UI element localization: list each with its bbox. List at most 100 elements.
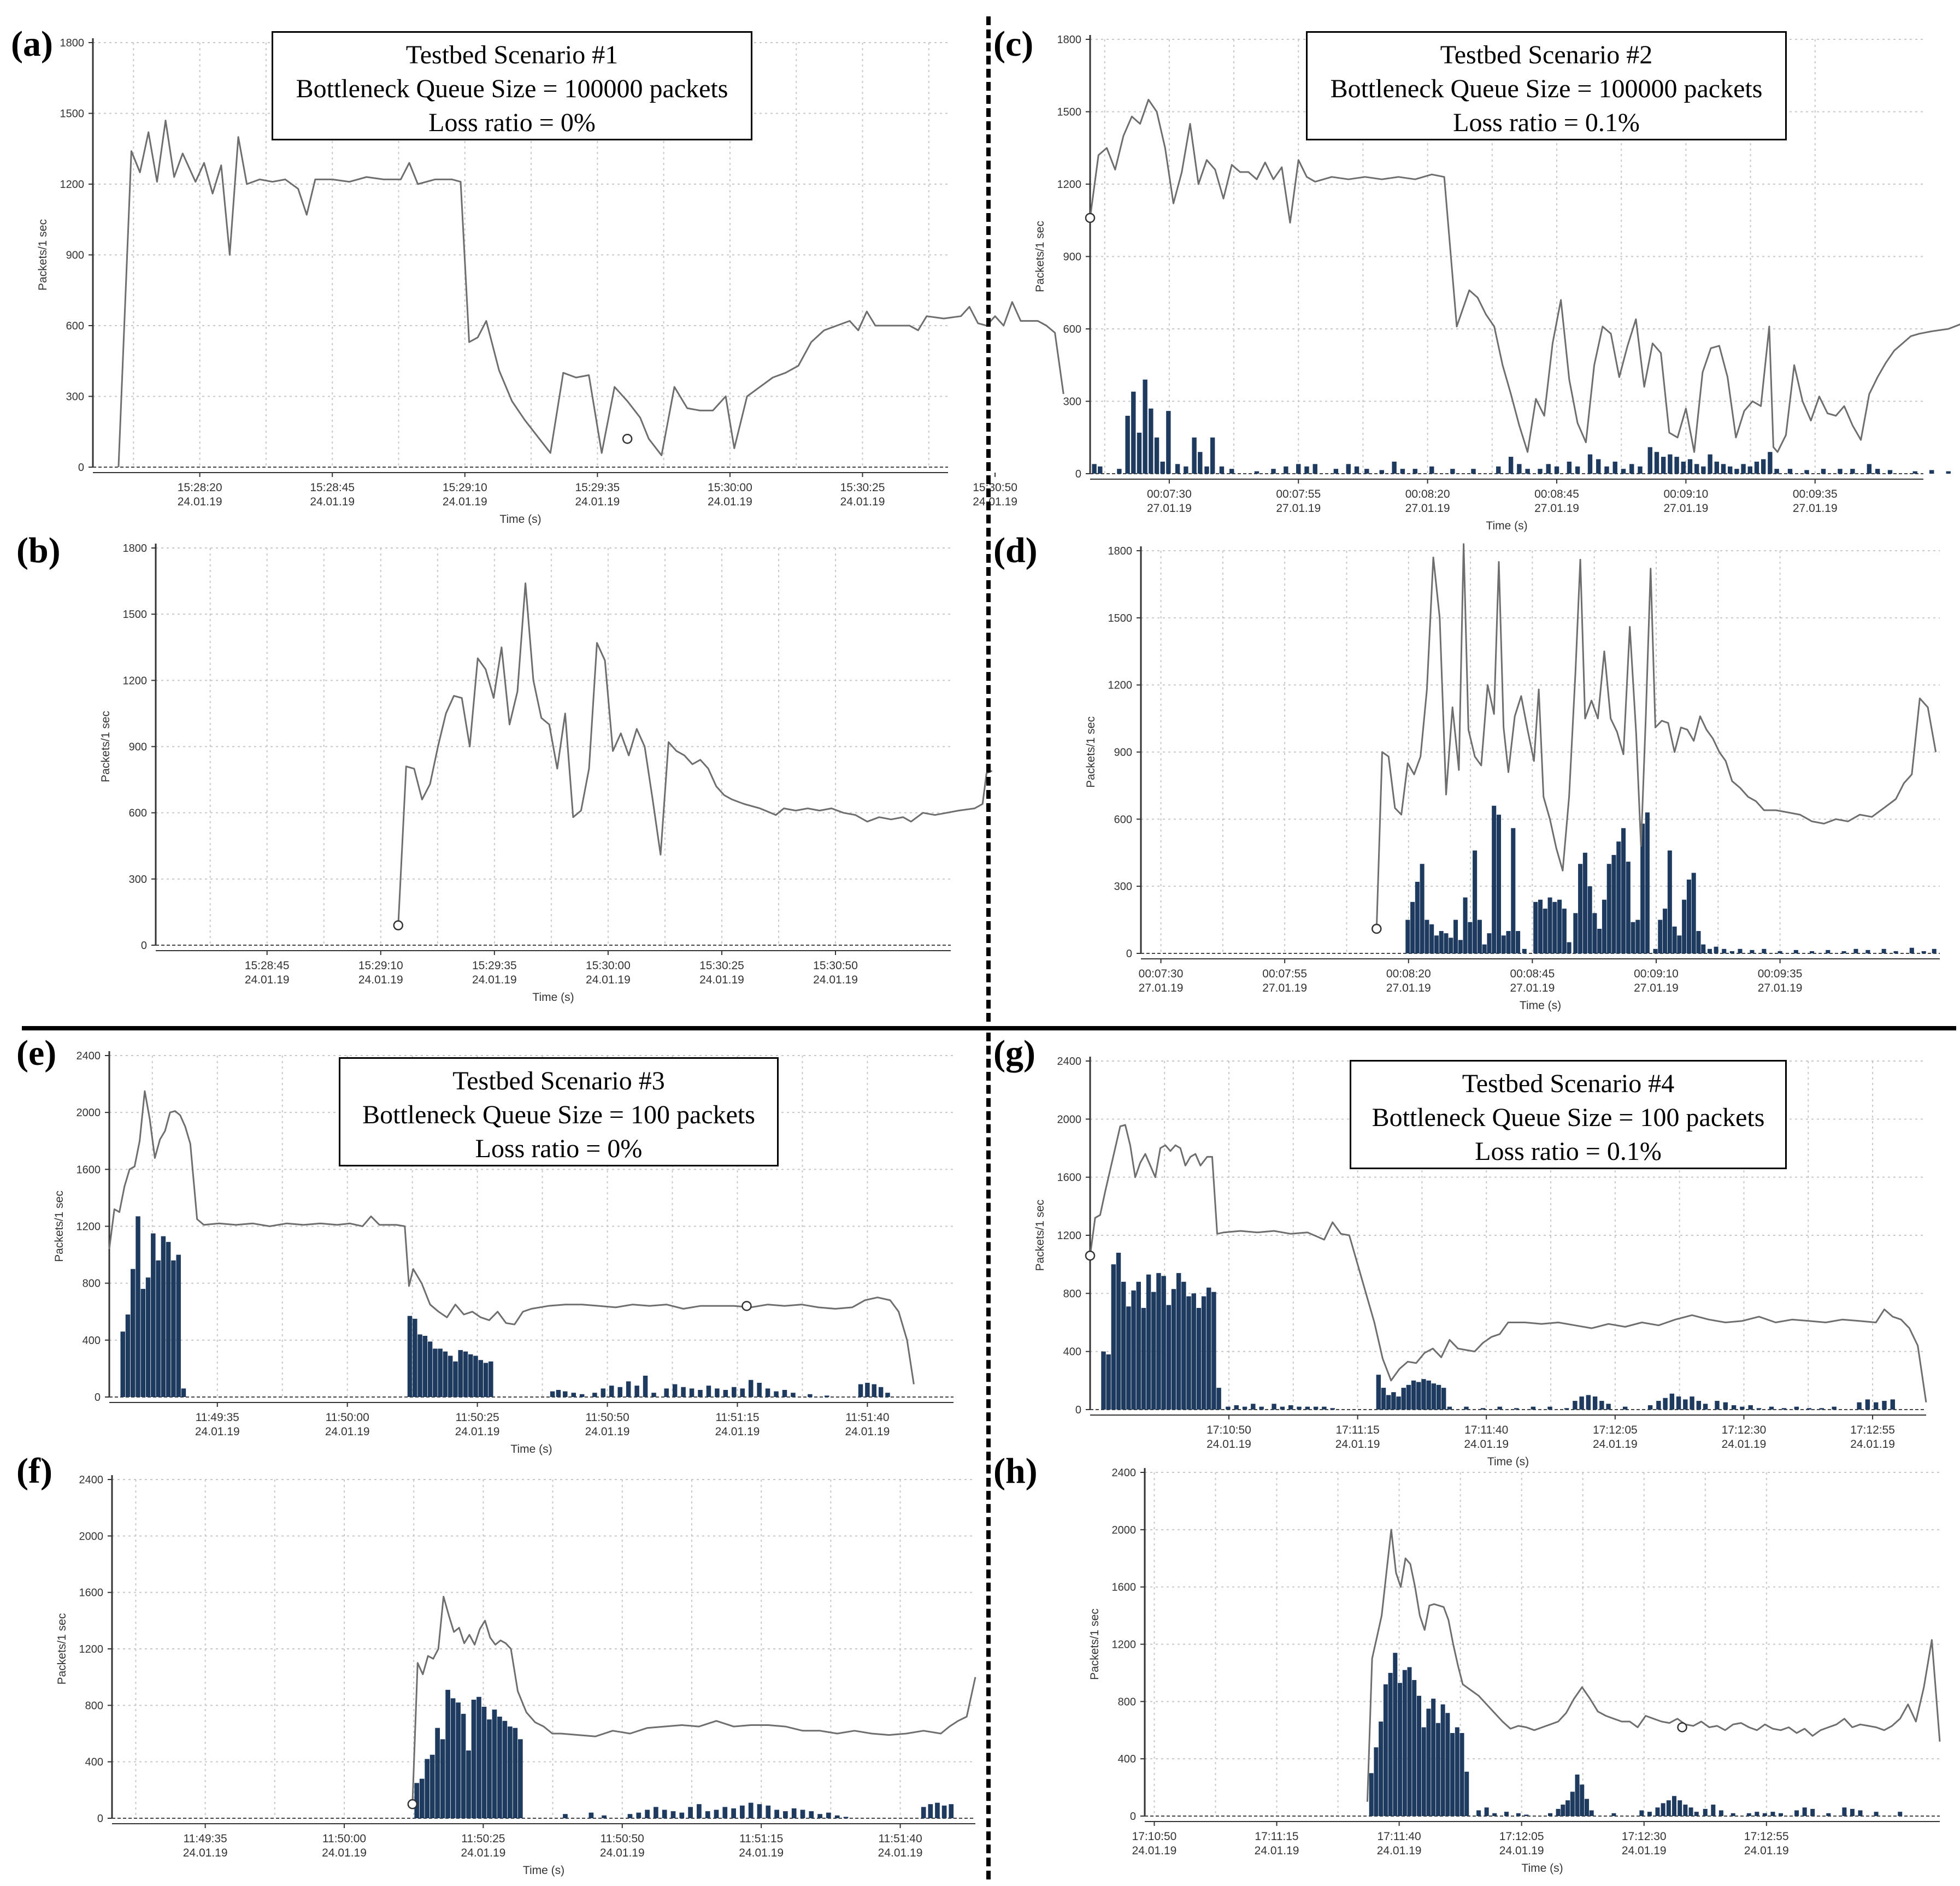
- panel-label-a: (a): [11, 24, 53, 64]
- x-tick-time-4: 11:51:15: [739, 1832, 783, 1845]
- x-axis-title: Time (s): [499, 513, 541, 526]
- scenario-3-title: Testbed Scenario #3: [452, 1066, 665, 1095]
- bar-g-2: [1111, 1264, 1116, 1410]
- y-tick-label-0: 0: [1126, 948, 1132, 960]
- bar-e-5: [145, 1277, 151, 1397]
- bar-d-65: [1750, 950, 1755, 953]
- bar-d-2: [1415, 881, 1420, 953]
- bar-d-67: [1777, 951, 1782, 953]
- bar-e-22: [453, 1361, 458, 1397]
- bar-g-18: [1191, 1293, 1196, 1410]
- x-tick-time-4: 17:12:30: [1722, 1424, 1767, 1436]
- bar-f-34: [714, 1810, 719, 1818]
- bar-h-7: [1402, 1670, 1407, 1816]
- cursor-marker-f: [407, 1799, 418, 1810]
- y-axis-title: Packets/1 sec: [1085, 716, 1097, 788]
- bar-g-81: [1769, 1406, 1774, 1410]
- y-tick-label-4: 1600: [79, 1587, 104, 1599]
- bar-h-51: [1746, 1813, 1751, 1816]
- cursor-marker-g: [1085, 1250, 1096, 1261]
- bar-e-1: [125, 1314, 131, 1397]
- bar-f-36: [731, 1808, 736, 1818]
- bar-e-41: [643, 1375, 648, 1397]
- bar-c-52: [1647, 447, 1652, 474]
- y-tick-label-4: 1600: [1057, 1172, 1082, 1184]
- bar-f-24: [627, 1814, 633, 1818]
- bar-h-40: [1661, 1803, 1665, 1816]
- bar-f-12: [476, 1696, 481, 1818]
- bar-d-5: [1429, 924, 1434, 953]
- bar-d-42: [1616, 841, 1621, 953]
- bar-d-21: [1506, 931, 1511, 953]
- bar-c-9: [1160, 461, 1165, 474]
- bar-d-0: [1405, 920, 1410, 953]
- bar-d-37: [1592, 913, 1597, 953]
- y-tick-label-3: 1200: [1112, 1639, 1137, 1651]
- bar-h-62: [1858, 1810, 1863, 1816]
- bar-c-41: [1546, 464, 1551, 474]
- chart-panel-f: 0 400 800 1200 1600 2000 2400 11:49:35 24.01.19 1…: [56, 1474, 976, 1877]
- bar-d-55: [1682, 899, 1687, 953]
- chart-panel-d: 0 300 600 900 1200 1500 1800 00:07:30 27.01.19 00…: [1085, 543, 1940, 1012]
- bar-g-58: [1564, 1408, 1569, 1410]
- y-tick-label-3: 1200: [1057, 1230, 1082, 1242]
- bar-f-18: [508, 1726, 513, 1818]
- bar-f-50: [921, 1807, 926, 1818]
- bar-c-13: [1192, 437, 1197, 474]
- bar-e-38: [617, 1387, 622, 1397]
- bar-d-70: [1826, 950, 1830, 953]
- series-line-b: [397, 582, 993, 926]
- x-tick-date-0: 24.01.19: [1132, 1844, 1177, 1857]
- bar-e-62: [865, 1382, 870, 1397]
- x-tick-date-5: 24.01.19: [1850, 1438, 1895, 1451]
- x-axis-title: Time (s): [510, 1443, 552, 1455]
- scenario-2-queue: Bottleneck Queue Size = 100000 packets: [1330, 74, 1763, 103]
- x-tick-date-1: 24.01.19: [1335, 1438, 1380, 1451]
- bar-f-30: [679, 1812, 685, 1818]
- x-tick-date-4: 24.01.19: [708, 496, 752, 508]
- y-axis-title: Packets/1 sec: [53, 1190, 66, 1262]
- bar-h-30: [1565, 1800, 1570, 1816]
- bar-h-54: [1770, 1812, 1775, 1816]
- x-tick-time-0: 15:28:20: [178, 481, 222, 494]
- bar-d-26: [1538, 899, 1543, 953]
- bar-d-13: [1468, 922, 1473, 953]
- bar-g-60: [1579, 1396, 1584, 1410]
- bar-e-28: [483, 1363, 488, 1397]
- y-tick-label-2: 600: [66, 320, 84, 332]
- y-tick-label-4: 1200: [123, 675, 148, 687]
- bar-e-11: [176, 1254, 181, 1397]
- chart-panel-g: 0 400 800 1200 1600 2000 2400 17:10:50 24.01.19 1…: [1034, 1056, 1927, 1468]
- x-tick-date-3: 27.01.19: [1534, 502, 1579, 515]
- bar-h-4: [1388, 1672, 1393, 1816]
- bar-d-27: [1543, 909, 1547, 953]
- y-tick-label-6: 1800: [1108, 545, 1133, 557]
- horizontal-divider: [22, 1026, 1956, 1030]
- bar-g-84: [1806, 1408, 1812, 1410]
- x-tick-date-2: 24.01.19: [455, 1425, 500, 1438]
- bar-g-8: [1141, 1307, 1146, 1410]
- bar-h-50: [1731, 1813, 1735, 1816]
- bar-h-22: [1484, 1807, 1489, 1816]
- bar-h-25: [1516, 1813, 1521, 1816]
- y-tick-label-2: 800: [85, 1700, 103, 1712]
- x-tick-time-2: 11:50:25: [461, 1832, 505, 1845]
- panel-label-e: (e): [16, 1033, 57, 1073]
- bar-e-32: [563, 1391, 568, 1397]
- bar-f-27: [654, 1807, 658, 1818]
- bar-e-10: [171, 1260, 176, 1397]
- bar-d-6: [1434, 935, 1439, 953]
- bar-e-46: [689, 1388, 694, 1397]
- bar-g-83: [1794, 1406, 1799, 1410]
- series-line-c: [1089, 98, 1960, 453]
- bar-g-59: [1573, 1401, 1578, 1410]
- bar-f-17: [502, 1720, 508, 1818]
- y-tick-label-6: 2400: [76, 1050, 101, 1062]
- bar-c-36: [1496, 466, 1501, 474]
- bar-f-42: [783, 1811, 788, 1818]
- bar-g-13: [1166, 1305, 1172, 1410]
- y-tick-label-4: 1200: [1057, 179, 1082, 191]
- bar-h-23: [1492, 1813, 1497, 1816]
- bar-g-12: [1161, 1276, 1166, 1410]
